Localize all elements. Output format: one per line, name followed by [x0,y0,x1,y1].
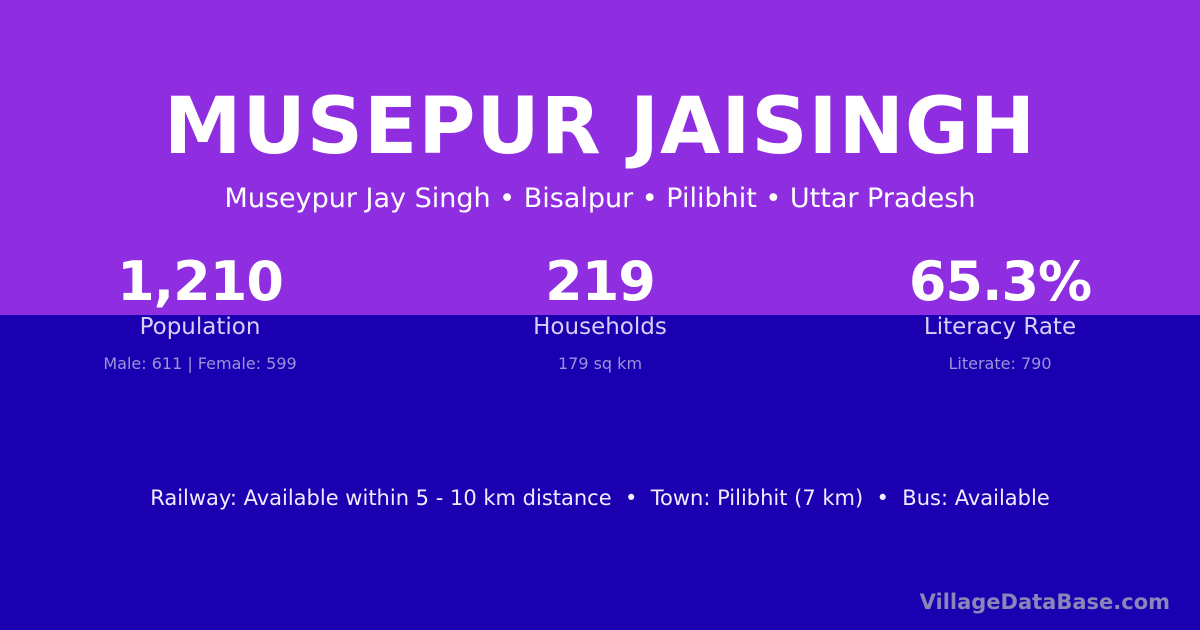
stat-detail: Male: 611 | Female: 599 [103,354,297,373]
stat-value: 1,210 [117,250,284,313]
stat-value: 65.3% [908,250,1092,313]
location-breadcrumb: Museypur Jay Singh • Bisalpur • Pilibhit… [224,183,976,214]
connectivity-info: Railway: Available within 5 - 10 km dist… [150,486,1050,510]
header-band [0,0,1200,315]
village-title: MUSEPUR JAISINGH [163,82,1037,172]
stat-detail: 179 sq km [557,354,643,373]
stat-label: Literacy Rate [923,314,1077,340]
stat-value: 219 [545,250,656,313]
brand-watermark: VillageDataBase.com [919,590,1170,614]
stat-label: Population [139,314,261,340]
stat-detail: Literate: 790 [948,354,1052,373]
stat-label: Households [533,314,667,340]
